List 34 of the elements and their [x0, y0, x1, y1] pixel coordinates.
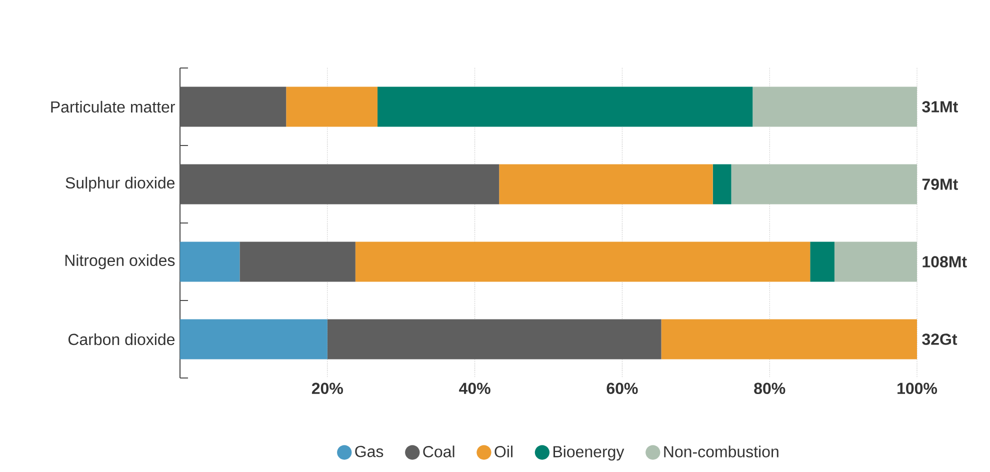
- bar: [180, 242, 240, 282]
- y-tick-label: Particulate matter: [51, 100, 175, 113]
- y-tick-label: Sulphur dioxide: [66, 176, 175, 192]
- bar: [712, 164, 732, 204]
- x-tick-label: 100%: [898, 382, 938, 394]
- text: 79Mt: [922, 178, 958, 190]
- bar: [286, 86, 378, 127]
- legend-label: Gas: [355, 446, 384, 458]
- bar: [378, 86, 753, 127]
- text: 108Mt: [922, 256, 967, 268]
- bar: [240, 242, 356, 282]
- bar: [834, 242, 918, 282]
- x-tick-label: 60%: [606, 382, 638, 394]
- bar: [180, 319, 328, 360]
- legend-label: Non-combustion: [664, 446, 778, 458]
- y-tick-label: Nitrogen oxides: [65, 254, 175, 270]
- bar: [661, 319, 918, 360]
- bar: [810, 242, 834, 282]
- x-tick-label: 20%: [312, 382, 343, 394]
- bar: [180, 164, 500, 204]
- y-tick-label: Carbon dioxide: [68, 333, 175, 346]
- bar: [327, 319, 662, 360]
- bar: [731, 164, 918, 204]
- x-tick-label: 80%: [754, 382, 786, 394]
- text: 32Gt: [922, 334, 958, 345]
- text: 31Mt: [922, 101, 958, 112]
- legend-label: Coal: [423, 446, 454, 458]
- legend-label: Bioenergy: [554, 446, 624, 461]
- bar: [355, 242, 810, 282]
- bar: [180, 86, 286, 127]
- bar: [752, 86, 918, 127]
- legend-label: Oil: [494, 446, 512, 458]
- x-tick-label: 40%: [459, 382, 490, 394]
- bar: [499, 164, 713, 204]
